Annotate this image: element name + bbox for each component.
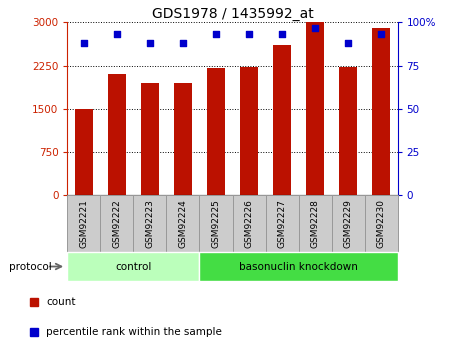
Bar [67,252,199,281]
Text: GSM92225: GSM92225 [212,199,220,248]
Point [246,32,253,37]
Text: GSM92229: GSM92229 [344,199,352,248]
Point [80,40,87,46]
Point [146,40,153,46]
Bar [240,67,258,195]
Title: GDS1978 / 1435992_at: GDS1978 / 1435992_at [152,7,313,21]
Bar [133,195,166,252]
Text: protocol: protocol [9,262,52,272]
Text: GSM92223: GSM92223 [146,199,154,248]
Text: GSM92226: GSM92226 [245,199,253,248]
Bar [273,46,291,195]
Bar [174,83,192,195]
Text: GSM92230: GSM92230 [377,199,385,248]
Bar [207,68,225,195]
Point [212,32,219,37]
Text: GSM92224: GSM92224 [179,199,187,248]
Text: count: count [46,297,76,307]
Text: basonuclin knockdown: basonuclin knockdown [239,262,358,272]
Point [113,32,121,37]
Bar [339,67,357,195]
Bar [166,195,199,252]
Point [311,25,319,30]
Bar [199,252,398,281]
Bar [108,74,126,195]
Text: GSM92227: GSM92227 [278,199,286,248]
Bar [67,195,100,252]
Bar [372,28,390,195]
Bar [365,195,398,252]
Text: GSM92222: GSM92222 [113,199,121,248]
Bar [306,22,324,195]
Text: percentile rank within the sample: percentile rank within the sample [46,327,222,337]
Bar [141,83,159,195]
Bar [199,195,232,252]
Bar [75,109,93,195]
Point [377,32,385,37]
Text: GSM92221: GSM92221 [80,199,88,248]
Bar [266,195,299,252]
Text: GSM92228: GSM92228 [311,199,319,248]
Text: control: control [115,262,152,272]
Point [278,32,286,37]
Bar [299,195,332,252]
Bar [232,195,266,252]
Bar [332,195,365,252]
Point [344,40,352,46]
Point [179,40,186,46]
Bar [100,195,133,252]
